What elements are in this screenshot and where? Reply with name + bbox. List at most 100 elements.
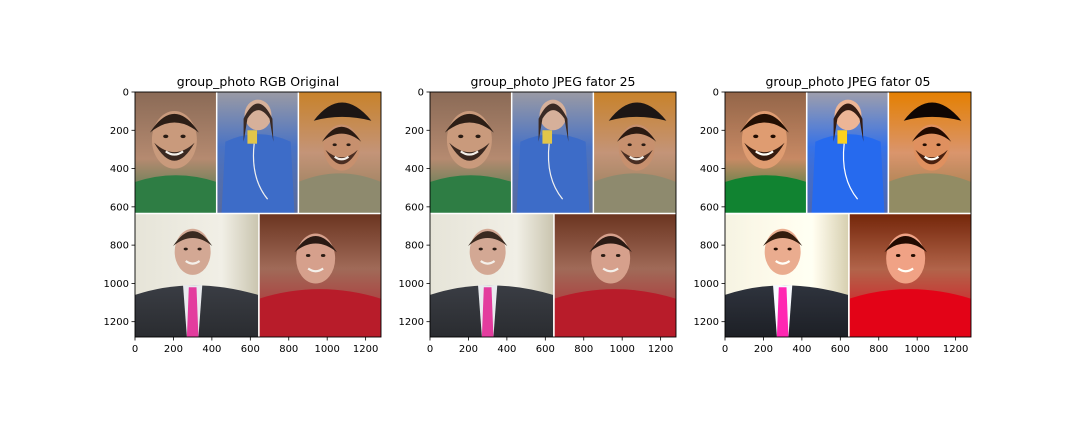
smile-shape — [480, 260, 496, 265]
image-area — [725, 92, 971, 337]
image-area — [430, 92, 676, 337]
y-tick-label: 400 — [700, 164, 719, 175]
photo-tile — [593, 92, 676, 214]
eye-shape — [183, 247, 188, 251]
eye-shape — [787, 247, 792, 251]
photo-tile — [553, 213, 676, 337]
beard-shape — [744, 142, 785, 161]
x-tick-label: 400 — [497, 344, 516, 355]
x-tick-label: 1200 — [648, 344, 673, 355]
shirt-shape — [298, 173, 381, 214]
y-tick-label: 600 — [405, 202, 424, 213]
smile-shape — [185, 260, 201, 265]
shirt-shape — [258, 289, 381, 337]
x-tick-label: 800 — [869, 344, 888, 355]
axes-frame — [429, 91, 677, 338]
face-shape — [469, 228, 506, 275]
smile-shape — [602, 267, 619, 273]
hair-shape — [149, 113, 199, 133]
y-tick-label: 800 — [405, 241, 424, 252]
shirt-shape — [725, 175, 807, 214]
face-shape — [591, 233, 631, 284]
y-tick-label: 0 — [418, 88, 424, 99]
x-tick-label: 800 — [279, 344, 298, 355]
y-tick-label: 1000 — [694, 279, 719, 290]
smile-shape — [307, 267, 324, 273]
hair-shape — [616, 126, 657, 142]
x-tick-label: 800 — [574, 344, 593, 355]
tie-shape — [776, 287, 789, 337]
eye-shape — [458, 134, 464, 139]
photo-tile — [216, 92, 299, 214]
y-tick-label: 200 — [405, 126, 424, 137]
x-tick-label: 1000 — [314, 344, 339, 355]
hair-shape — [173, 231, 213, 247]
eye-shape — [770, 134, 776, 139]
phone-shape — [837, 130, 848, 144]
photo-tile — [806, 92, 889, 214]
x-tick-label: 200 — [164, 344, 183, 355]
eye-shape — [475, 134, 481, 139]
axes-panel-2: group_photo JPEG fator 25 0 200 400 600 800 10… — [399, 74, 677, 355]
eye-shape — [922, 143, 927, 147]
hair-shape — [243, 103, 274, 142]
shirt-shape — [888, 173, 971, 214]
chart-title: group_photo RGB Original — [177, 74, 339, 89]
shirt-shape — [135, 175, 217, 214]
axes-panel-3: group_photo JPEG fator 05 0 200 400 600 800 10… — [694, 74, 972, 355]
eye-shape — [492, 247, 497, 251]
eye-shape — [641, 143, 646, 147]
eye-shape — [320, 254, 326, 258]
face-shape — [764, 228, 801, 275]
axes-frame — [134, 91, 382, 338]
x-tick-label: 600 — [831, 344, 850, 355]
x-tick-label: 0 — [132, 344, 138, 355]
phone-shape — [542, 130, 553, 144]
shirt-shape — [221, 134, 295, 214]
y-tick-label: 1200 — [694, 317, 719, 328]
hair-shape — [763, 231, 803, 247]
eye-shape — [773, 247, 778, 251]
eye-shape — [346, 143, 351, 147]
beard-shape — [449, 142, 490, 161]
eye-shape — [615, 254, 621, 258]
x-tick-label: 1200 — [353, 344, 378, 355]
y-tick-label: 200 — [110, 126, 129, 137]
smile-shape — [897, 267, 914, 273]
y-tick-label: 800 — [110, 241, 129, 252]
x-tick-label: 400 — [792, 344, 811, 355]
eye-shape — [936, 143, 941, 147]
photo-tile — [511, 92, 594, 214]
shirt-shape — [593, 173, 676, 214]
hair-shape — [739, 113, 789, 133]
image-area — [135, 92, 381, 337]
x-tick-label: 1000 — [904, 344, 929, 355]
earphone-cable — [842, 143, 859, 200]
photo-tile — [430, 213, 554, 337]
photo-tile — [430, 92, 512, 214]
x-tick-label: 0 — [722, 344, 728, 355]
y-tick-label: 600 — [110, 202, 129, 213]
beard-shape — [620, 149, 653, 165]
hair-shape — [538, 103, 569, 142]
y-tick-label: 0 — [123, 88, 129, 99]
smile-shape — [755, 150, 774, 156]
y-tick-label: 0 — [713, 88, 719, 99]
y-tick-label: 600 — [700, 202, 719, 213]
hair-shape — [444, 113, 494, 133]
eye-shape — [332, 143, 337, 147]
photo-collage — [725, 92, 971, 337]
shirt-shape — [811, 134, 885, 214]
chart-title: group_photo JPEG fator 05 — [766, 74, 931, 89]
smile-shape — [629, 155, 645, 161]
earphone-cable — [547, 143, 564, 200]
y-tick-label: 200 — [700, 126, 719, 137]
shirt-shape — [848, 289, 971, 337]
face-shape — [886, 233, 926, 284]
photo-tile — [888, 92, 971, 214]
x-tick-label: 600 — [536, 344, 555, 355]
y-tick-label: 1200 — [104, 317, 129, 328]
photo-tile — [848, 213, 971, 337]
hair-shape — [911, 126, 952, 142]
